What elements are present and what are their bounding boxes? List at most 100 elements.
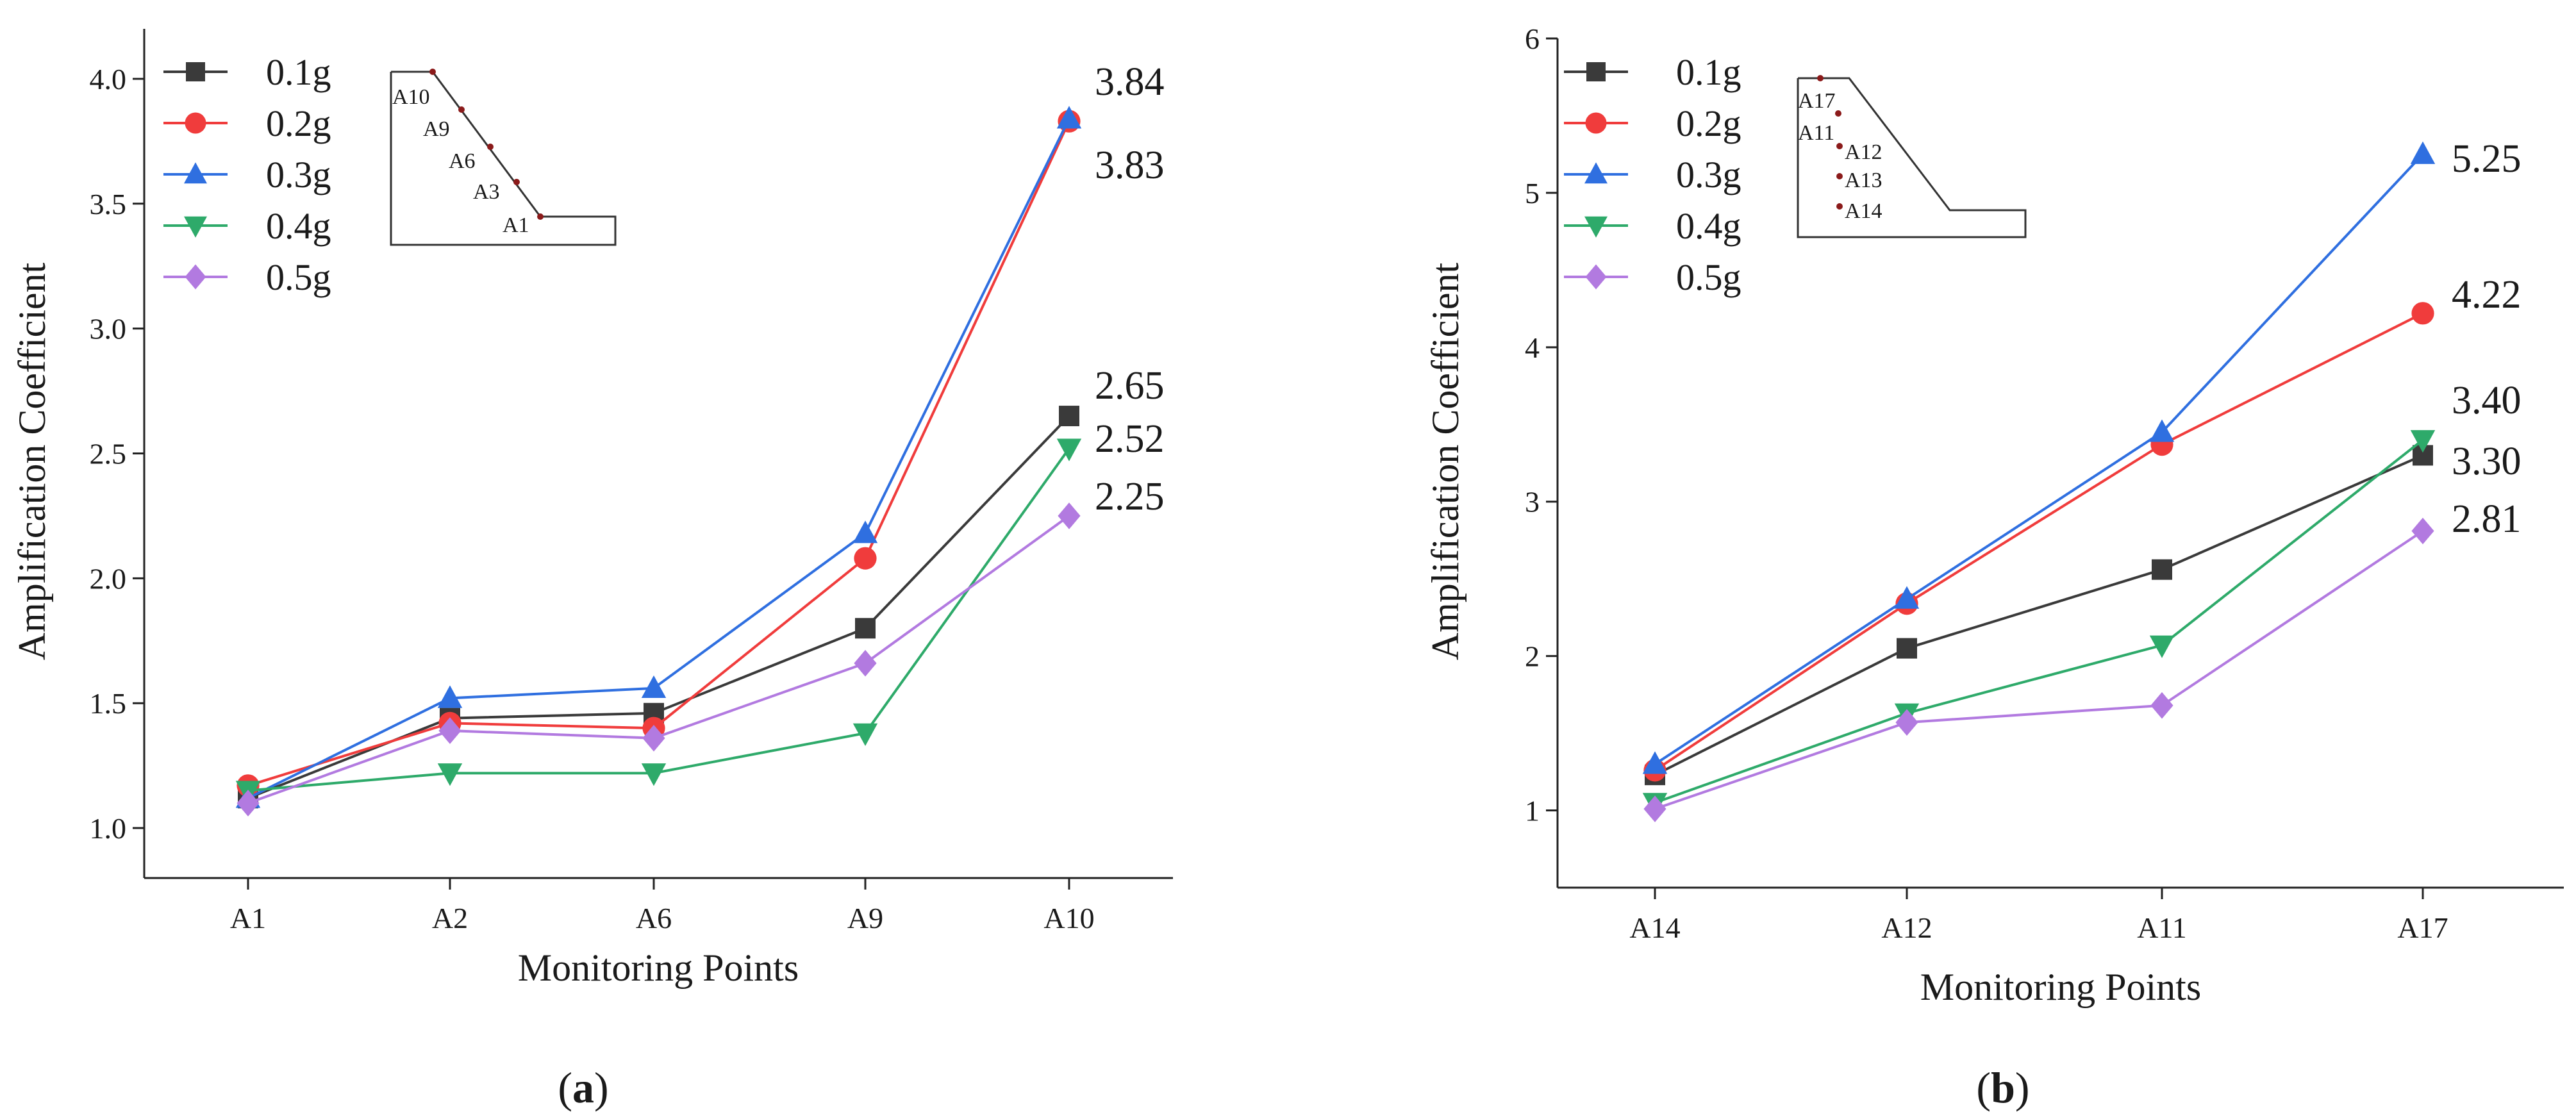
legend-b: 0.1g 0.2g 0.3g 0.4g 0.5g — [1564, 51, 1741, 298]
x-tick-label: A10 — [1043, 902, 1094, 934]
data-point-0.3g — [1642, 751, 1668, 774]
inset-point-a14 — [1836, 203, 1843, 210]
x-axis-title-b: Monitoring Points — [1920, 966, 2201, 1008]
data-point-0.5g — [1058, 502, 1081, 529]
panel-letter-b: b — [1991, 1063, 2015, 1112]
x-tick-label: A12 — [1881, 911, 1932, 944]
y-ticks-a: 1.0 1.5 2.0 2.5 3.0 3.5 4.0 — [90, 63, 144, 845]
data-point-0.3g — [641, 675, 667, 699]
inset-point-a6 — [487, 144, 494, 150]
series-line-0.1g — [1654, 454, 2423, 776]
inset-point-a13 — [1836, 173, 1843, 179]
legend-marker-0.2g — [1585, 112, 1607, 134]
slope-outline-b — [1797, 77, 2027, 238]
series-group-b — [1642, 141, 2436, 822]
legend-marker-0.3g — [184, 162, 207, 184]
data-point-0.5g — [854, 650, 877, 677]
x-tick-label: A1 — [230, 902, 266, 934]
y-tick-label: 3.5 — [90, 188, 127, 220]
series-line-0.5g — [247, 515, 1070, 804]
y-tick-label: 4 — [1525, 331, 1540, 364]
x-tick-label: A9 — [847, 902, 883, 934]
data-point-0.1g — [1897, 638, 1917, 659]
data-label-0.4g: 3.40 — [2452, 379, 2522, 422]
legend-marker-0.4g — [1584, 216, 1608, 238]
legend-a: 0.1g 0.2g 0.3g 0.4g 0.5g — [163, 51, 331, 298]
data-point-0.4g — [852, 723, 878, 746]
chart-panel-b: 1 2 3 4 5 6 A14 A12 A11 A17 5.25 4.22 3.40 3.30 2.81… — [1424, 22, 2564, 1112]
data-point-0.1g — [2152, 559, 2172, 580]
y-tick-label: 5 — [1525, 177, 1540, 210]
legend-marker-0.5g — [185, 264, 206, 290]
data-point-0.4g — [641, 763, 667, 786]
inset-label-a13: A13 — [1845, 169, 1882, 192]
inset-point-a12 — [1836, 143, 1843, 149]
data-point-0.3g — [2149, 419, 2175, 442]
legend-label-0.4g: 0.4g — [1676, 205, 1741, 247]
legend-label-0.1g: 0.1g — [266, 51, 331, 93]
data-label-0.2g: 4.22 — [2452, 273, 2522, 317]
data-point-0.1g — [1059, 406, 1079, 427]
data-point-0.5g — [2150, 692, 2173, 719]
y-tick-label: 3.0 — [90, 313, 127, 345]
data-point-0.5g — [642, 724, 665, 752]
legend-label-0.1g: 0.1g — [1676, 51, 1741, 93]
x-axis-title-a: Monitoring Points — [518, 947, 799, 989]
panel-letter-a: a — [572, 1063, 594, 1112]
inset-label-a1: A1 — [503, 213, 529, 237]
legend-label-0.3g: 0.3g — [1676, 154, 1741, 195]
x-tick-label: A17 — [2397, 911, 2448, 944]
y-axis-title-a: Amplification Coefficient — [11, 262, 53, 660]
data-label-0.1g: 3.30 — [2452, 440, 2522, 483]
data-point-0.5g — [1643, 795, 1666, 822]
x-tick-label: A11 — [2137, 911, 2187, 944]
inset-label-a14: A14 — [1845, 199, 1882, 223]
y-tick-label: 3 — [1525, 486, 1540, 518]
x-ticks-b: A14 A12 A11 A17 — [1629, 888, 2448, 944]
data-label-0.3g: 3.84 — [1095, 60, 1165, 104]
inset-point-a3 — [513, 179, 520, 185]
legend-marker-0.1g — [186, 62, 205, 81]
series-line-0.2g — [1654, 312, 2423, 772]
data-labels-a: 3.84 3.83 2.65 2.52 2.25 — [1095, 60, 1165, 518]
y-tick-label: 2.0 — [90, 562, 127, 595]
legend-marker-0.1g — [1586, 62, 1606, 81]
legend-label-0.4g: 0.4g — [266, 205, 331, 247]
data-point-0.2g — [854, 547, 877, 570]
legend-marker-0.5g — [1585, 264, 1607, 290]
inset-label-a12: A12 — [1845, 140, 1882, 164]
x-tick-label: A2 — [432, 902, 468, 934]
data-point-0.3g — [2410, 141, 2436, 164]
data-label-0.5g: 2.25 — [1095, 475, 1165, 518]
legend-marker-0.3g — [1584, 162, 1608, 184]
data-point-0.4g — [2410, 430, 2436, 453]
slope-inset-a: A10 A9 A6 A3 A1 — [390, 69, 617, 246]
y-tick-label: 2 — [1525, 640, 1540, 673]
y-ticks-b: 1 2 3 4 5 6 — [1525, 22, 1558, 827]
inset-point-a17 — [1817, 75, 1824, 81]
data-point-0.2g — [2411, 302, 2434, 325]
x-ticks-a: A1 A2 A6 A9 A10 — [230, 878, 1095, 934]
data-point-0.3g — [1894, 586, 1920, 609]
data-label-0.5g: 2.81 — [2452, 497, 2522, 541]
inset-label-a10: A10 — [392, 85, 430, 109]
chart-panel-a: 1.01.52.02.53.03.54.0 A1 A2 A6 A9 A10 3.843.… — [11, 29, 1173, 1112]
inset-label-a17: A17 — [1798, 89, 1836, 113]
data-point-0.5g — [237, 790, 260, 816]
data-label-0.2g: 3.83 — [1095, 144, 1165, 187]
y-tick-label: 6 — [1525, 22, 1540, 55]
inset-label-a9: A9 — [423, 117, 450, 141]
data-point-0.4g — [437, 763, 463, 786]
data-point-0.3g — [1056, 106, 1082, 129]
legend-label-0.5g: 0.5g — [1676, 256, 1741, 298]
x-tick-label: A14 — [1629, 911, 1680, 944]
y-tick-label: 2.5 — [90, 438, 127, 470]
panel-label-a: (a) — [558, 1063, 608, 1112]
legend-marker-0.2g — [185, 112, 206, 134]
data-point-0.5g — [2411, 517, 2434, 545]
data-point-0.5g — [438, 717, 461, 744]
panel-label-b: (b) — [1976, 1063, 2029, 1112]
inset-label-a3: A3 — [473, 180, 500, 204]
legend-label-0.5g: 0.5g — [266, 256, 331, 298]
